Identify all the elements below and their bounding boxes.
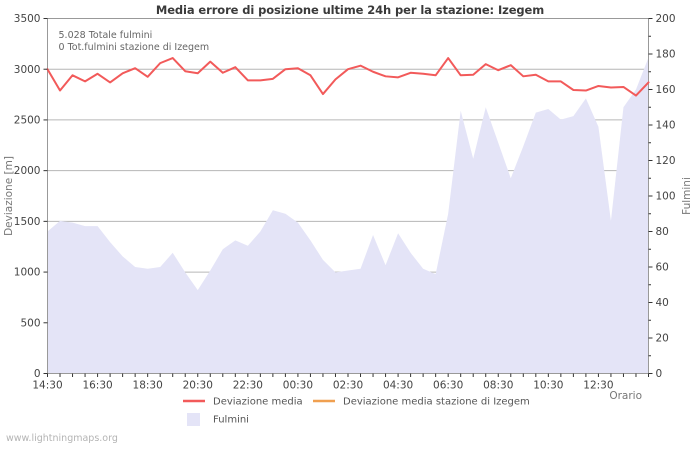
chart-legend: Deviazione media Deviazione media stazion…: [183, 397, 530, 426]
svg-text:60: 60: [656, 262, 669, 274]
svg-text:08:30: 08:30: [483, 380, 513, 392]
svg-text:0 Tot.fulmini stazione di Izeg: 0 Tot.fulmini stazione di Izegem: [59, 42, 210, 53]
svg-text:16:30: 16:30: [82, 380, 112, 392]
svg-text:Deviazione media: Deviazione media: [213, 397, 303, 408]
svg-text:Deviazione media stazione di I: Deviazione media stazione di Izegem: [343, 397, 530, 408]
svg-text:18:30: 18:30: [133, 380, 163, 392]
svg-text:0: 0: [656, 368, 663, 380]
svg-text:04:30: 04:30: [383, 380, 413, 392]
svg-text:5.028 Totale fulmini: 5.028 Totale fulmini: [59, 30, 153, 41]
svg-text:20: 20: [656, 333, 669, 345]
svg-text:180: 180: [656, 49, 676, 61]
svg-text:02:30: 02:30: [333, 380, 363, 392]
svg-text:500: 500: [20, 317, 40, 329]
fulmini-area-series: [47, 57, 649, 374]
svg-text:06:30: 06:30: [433, 380, 463, 392]
svg-text:80: 80: [656, 226, 669, 238]
axis-ticks-group: [43, 18, 653, 377]
legend-item[interactable]: Fulmini: [187, 413, 249, 426]
svg-text:200: 200: [656, 13, 676, 25]
svg-text:3000: 3000: [14, 64, 41, 76]
svg-text:10:30: 10:30: [533, 380, 563, 392]
svg-text:0: 0: [34, 368, 41, 380]
svg-text:00:30: 00:30: [283, 380, 313, 392]
deviazione-media-series: [46, 57, 650, 97]
chart-title: Media errore di posizione ultime 24h per…: [155, 3, 545, 17]
svg-text:14:30: 14:30: [32, 380, 62, 392]
svg-text:140: 140: [656, 120, 676, 132]
svg-text:Orario: Orario: [609, 390, 642, 402]
svg-text:Deviazione [m]: Deviazione [m]: [3, 156, 15, 236]
svg-text:160: 160: [656, 84, 676, 96]
svg-text:2500: 2500: [14, 115, 41, 127]
legend-item[interactable]: Deviazione media: [183, 397, 303, 408]
svg-text:20:30: 20:30: [183, 380, 213, 392]
svg-text:22:30: 22:30: [233, 380, 263, 392]
svg-text:12:30: 12:30: [583, 380, 613, 392]
axis-tick-labels-group: 0 500 1000 1500 2000 2500 3000 3500 0 20 40 60 80 100…: [14, 13, 676, 391]
axis-titles-group: Deviazione [m] Fulmini Orario: [3, 156, 693, 402]
legend-item[interactable]: Deviazione media stazione di Izegem: [313, 397, 530, 408]
svg-text:Fulmini: Fulmini: [681, 177, 693, 215]
svg-text:40: 40: [656, 297, 669, 309]
svg-text:1000: 1000: [14, 267, 41, 279]
svg-text:120: 120: [656, 155, 676, 167]
svg-text:2000: 2000: [14, 165, 41, 177]
watermark-text: www.lightningmaps.org: [6, 433, 118, 444]
svg-text:Fulmini: Fulmini: [213, 415, 249, 426]
svg-text:3500: 3500: [14, 13, 41, 25]
svg-text:1500: 1500: [14, 216, 41, 228]
svg-text:100: 100: [656, 191, 676, 203]
